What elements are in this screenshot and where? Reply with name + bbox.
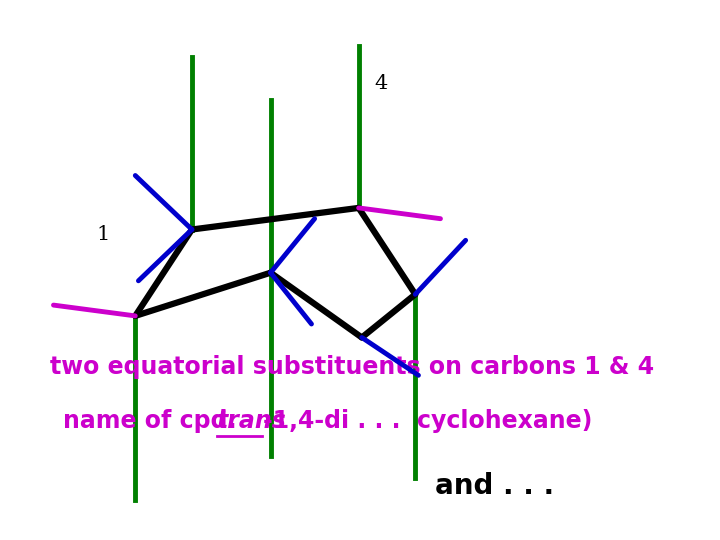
Text: and . . .: and . . . <box>435 472 554 500</box>
Text: -1,4-di . . .  cyclohexane): -1,4-di . . . cyclohexane) <box>263 409 593 433</box>
Text: 4: 4 <box>374 74 387 93</box>
Text: 1: 1 <box>96 225 110 245</box>
Text: two equatorial substituents on carbons 1 & 4: two equatorial substituents on carbons 1… <box>50 355 654 379</box>
Text: name of cpd:: name of cpd: <box>63 409 261 433</box>
Text: trans: trans <box>217 409 287 433</box>
